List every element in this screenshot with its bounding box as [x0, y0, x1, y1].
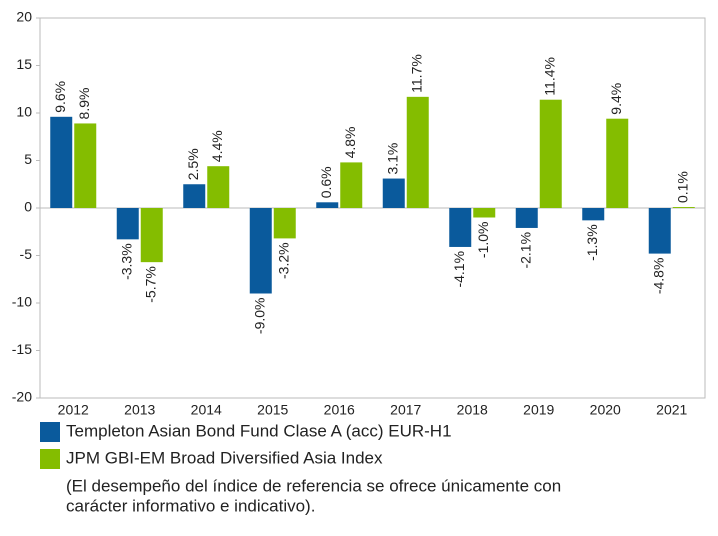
x-tick-label: 2014	[191, 402, 222, 418]
bar	[539, 99, 562, 208]
bar	[515, 208, 538, 228]
bar	[406, 96, 429, 208]
value-label: 0.1%	[674, 171, 690, 203]
bar	[316, 202, 339, 208]
value-label: -1.0%	[475, 222, 491, 259]
bar	[207, 166, 230, 208]
value-label: -4.1%	[451, 251, 467, 288]
x-tick-label: 2019	[523, 402, 554, 418]
bar	[582, 208, 605, 221]
bar	[340, 162, 363, 208]
x-tick-label: 2013	[124, 402, 155, 418]
value-label: 0.6%	[318, 166, 334, 198]
value-label: 2.5%	[185, 148, 201, 180]
value-label: 8.9%	[76, 88, 92, 120]
x-tick-label: 2017	[390, 402, 421, 418]
x-tick-label: 2016	[324, 402, 355, 418]
y-tick-label: -20	[12, 389, 32, 405]
bar	[382, 178, 405, 208]
note: carácter informativo e indicativo).	[66, 496, 315, 515]
value-label: -2.1%	[517, 232, 533, 269]
bar	[74, 123, 97, 208]
note: (El desempeño del índice de referencia s…	[66, 476, 561, 495]
value-label: 4.8%	[342, 126, 358, 158]
value-label: -5.7%	[142, 266, 158, 303]
value-label: -9.0%	[251, 298, 267, 335]
y-tick-label: -10	[12, 294, 32, 310]
bar	[140, 208, 163, 263]
y-tick-label: 15	[16, 56, 32, 72]
bar	[449, 208, 472, 247]
x-tick-label: 2012	[58, 402, 89, 418]
x-tick-label: 2020	[590, 402, 621, 418]
legend-swatch	[40, 449, 60, 469]
x-tick-label: 2015	[257, 402, 288, 418]
value-label: 11.7%	[408, 54, 424, 93]
y-tick-label: 0	[24, 199, 32, 215]
y-tick-label: -5	[20, 246, 33, 262]
legend-label: Templeton Asian Bond Fund Clase A (acc) …	[66, 421, 452, 440]
y-tick-label: 20	[16, 9, 32, 25]
value-label: -4.8%	[650, 258, 666, 295]
bar	[249, 208, 272, 294]
y-tick-label: 10	[16, 104, 32, 120]
value-label: 4.4%	[209, 130, 225, 162]
bar	[273, 208, 296, 239]
value-label: 9.4%	[608, 83, 624, 115]
value-label: -1.3%	[584, 224, 600, 261]
bar	[116, 208, 139, 240]
x-tick-label: 2021	[656, 402, 687, 418]
bar	[672, 207, 695, 208]
bar	[473, 208, 496, 218]
value-label: 11.4%	[541, 57, 557, 96]
y-tick-label: 5	[24, 151, 32, 167]
value-label: -3.3%	[118, 243, 134, 280]
bar	[648, 208, 671, 254]
value-label: 9.6%	[52, 81, 68, 113]
value-label: 3.1%	[384, 143, 400, 175]
value-label: -3.2%	[275, 242, 291, 279]
bar	[183, 184, 206, 208]
y-tick-label: -15	[12, 341, 32, 357]
bar	[50, 116, 73, 208]
legend-label: JPM GBI-EM Broad Diversified Asia Index	[66, 448, 383, 467]
x-tick-label: 2018	[457, 402, 488, 418]
legend-swatch	[40, 422, 60, 442]
bar	[606, 118, 629, 208]
